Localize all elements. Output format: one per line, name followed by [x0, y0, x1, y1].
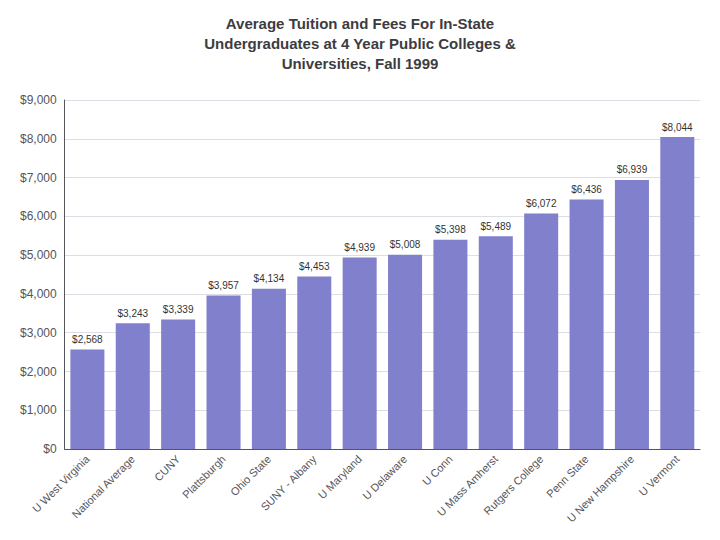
svg-text:$6,072: $6,072 [526, 198, 557, 209]
svg-text:$5,008: $5,008 [390, 239, 421, 250]
svg-text:$5,398: $5,398 [435, 224, 466, 235]
svg-text:Universities, Fall 1999: Universities, Fall 1999 [282, 55, 439, 72]
svg-text:$4,134: $4,134 [254, 273, 285, 284]
svg-text:$3,339: $3,339 [163, 304, 194, 315]
svg-text:U New Hampshire: U New Hampshire [565, 453, 637, 525]
svg-text:SUNY - Albany: SUNY - Albany [258, 453, 319, 514]
svg-text:$3,243: $3,243 [117, 308, 148, 319]
svg-text:$4,453: $4,453 [299, 261, 330, 272]
svg-text:Plattsburgh: Plattsburgh [180, 453, 228, 501]
svg-text:$8,044: $8,044 [662, 122, 693, 133]
svg-text:$1,000: $1,000 [20, 403, 57, 417]
svg-text:$4,000: $4,000 [20, 287, 57, 301]
svg-text:$5,000: $5,000 [20, 248, 57, 262]
svg-text:National Average: National Average [70, 453, 138, 521]
svg-text:U Mass Amherst: U Mass Amherst [434, 452, 500, 519]
svg-text:$3,000: $3,000 [20, 326, 57, 340]
svg-text:$3,957: $3,957 [208, 280, 239, 291]
svg-text:Rutgers College: Rutgers College [481, 453, 545, 517]
svg-text:$2,568: $2,568 [72, 334, 103, 345]
svg-text:Penn State: Penn State [544, 453, 591, 500]
svg-text:$2,000: $2,000 [20, 365, 57, 379]
svg-text:$6,000: $6,000 [20, 209, 57, 223]
svg-text:Average Tuition and Fees For I: Average Tuition and Fees For In-State [226, 15, 494, 32]
svg-text:$8,000: $8,000 [20, 132, 57, 146]
svg-text:U Delaware: U Delaware [360, 453, 409, 502]
svg-text:$9,000: $9,000 [20, 93, 57, 107]
svg-text:U West Virginia: U West Virginia [29, 452, 92, 515]
svg-text:Undergraduates at 4 Year Publi: Undergraduates at 4 Year Public Colleges… [204, 35, 516, 52]
svg-text:$4,939: $4,939 [344, 242, 375, 253]
svg-text:$7,000: $7,000 [20, 171, 57, 185]
svg-text:U Conn: U Conn [420, 453, 455, 488]
svg-text:U Vermont: U Vermont [636, 453, 681, 498]
svg-text:Ohio State: Ohio State [228, 453, 273, 498]
svg-text:$6,939: $6,939 [617, 164, 648, 175]
svg-text:U Maryland: U Maryland [316, 453, 364, 501]
svg-text:CUNY: CUNY [152, 452, 183, 483]
svg-text:$0: $0 [43, 442, 57, 456]
svg-text:$6,436: $6,436 [571, 184, 602, 195]
svg-text:$5,489: $5,489 [481, 221, 512, 232]
